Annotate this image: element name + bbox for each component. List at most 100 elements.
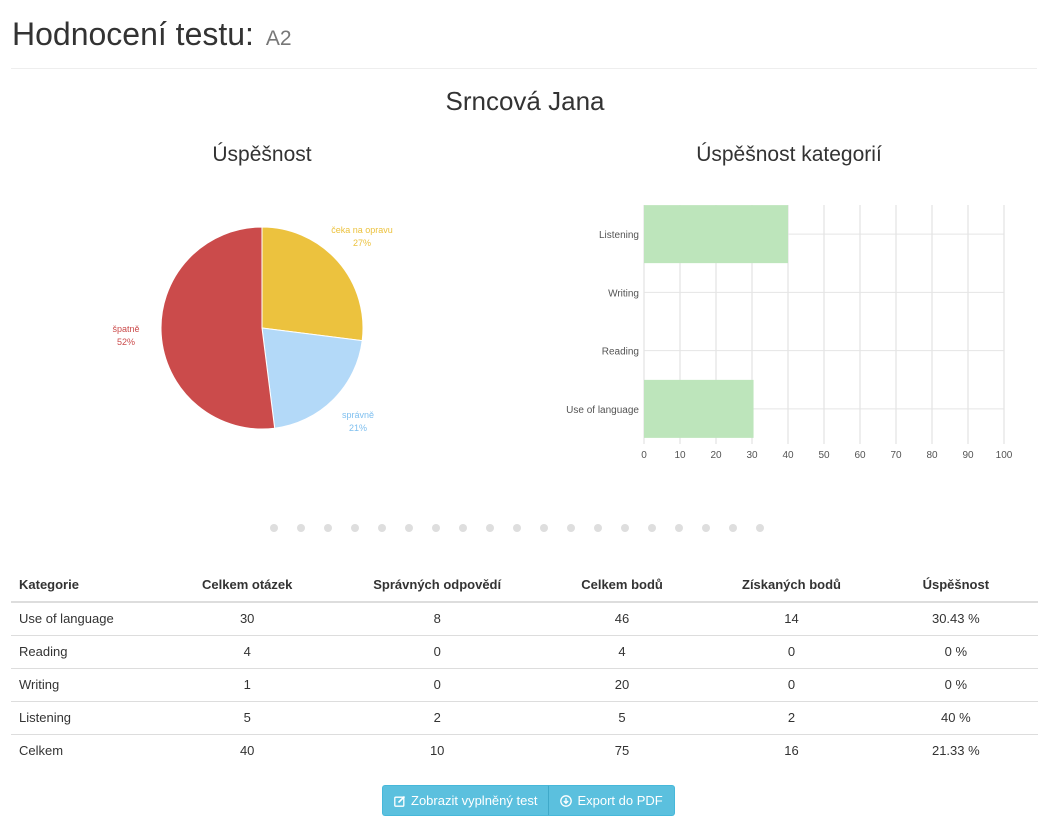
table-row: Celkem 40 10 75 16 21.33 % xyxy=(11,733,1038,767)
pagination-dot[interactable] xyxy=(405,524,413,532)
pagination-dot[interactable] xyxy=(648,524,656,532)
pie-value-label-2: 52% xyxy=(117,337,135,347)
table-cell: 20 xyxy=(534,667,710,701)
show-filled-test-button[interactable]: Zobrazit vyplněný test xyxy=(382,785,550,816)
pagination-dot[interactable] xyxy=(513,524,521,532)
x-tick-label: 0 xyxy=(641,450,647,461)
pagination-dot[interactable] xyxy=(756,524,764,532)
table-cell: Use of language xyxy=(11,601,155,635)
x-tick-label: 20 xyxy=(710,450,722,461)
table-cell: 14 xyxy=(709,601,874,635)
table-cell: 0 xyxy=(339,667,535,701)
pie-value-label-1: 21% xyxy=(349,423,367,433)
pagination-dot[interactable] xyxy=(567,524,575,532)
test-name: A2 xyxy=(265,27,292,50)
pie-slice-0 xyxy=(261,226,364,342)
table-cell: 4 xyxy=(534,634,710,668)
table-cell: 2 xyxy=(709,700,874,734)
pagination-dot[interactable] xyxy=(594,524,602,532)
pagination-dot[interactable] xyxy=(729,524,737,532)
category-label: Listening xyxy=(599,230,639,241)
pie-chart: čeka na opravu 27% správně 21% špatně 52% xyxy=(112,225,393,433)
x-tick-label: 30 xyxy=(746,450,758,461)
category-label: Use of language xyxy=(566,405,639,416)
category-label: Writing xyxy=(608,288,639,299)
edit-icon xyxy=(394,795,406,807)
x-tick-label: 10 xyxy=(674,450,686,461)
x-tick-label: 60 xyxy=(854,450,866,461)
table-cell: 4 xyxy=(154,634,340,668)
page-title: Hodnocení testu: A2 xyxy=(12,16,292,53)
pagination-dot[interactable] xyxy=(486,524,494,532)
pie-slice-1 xyxy=(261,327,363,429)
page-title-text: Hodnocení testu: xyxy=(12,16,254,52)
table-cell: Writing xyxy=(11,667,155,701)
x-tick-label: 90 xyxy=(962,450,974,461)
table-cell: 0 xyxy=(709,667,874,701)
table-cell: 0 % xyxy=(873,634,1038,668)
table-cell: 75 xyxy=(534,733,710,767)
category-bar-chart: 0 10 20 30 40 50 60 70 80 90 100 Listening Writing Re… xyxy=(566,205,1013,461)
table-cell: Listening xyxy=(11,700,155,734)
pagination-dot[interactable] xyxy=(459,524,467,532)
table-cell: 46 xyxy=(534,601,710,635)
column-header: Kategorie xyxy=(11,568,155,603)
table-cell: Reading xyxy=(11,634,155,668)
pagination-dot[interactable] xyxy=(621,524,629,532)
carousel-pagination xyxy=(0,524,1050,532)
export-pdf-label: Export do PDF xyxy=(577,793,663,808)
table-cell: 5 xyxy=(154,700,340,734)
bar-0 xyxy=(644,205,788,264)
column-header: Celkem otázek xyxy=(154,568,340,603)
pagination-dot[interactable] xyxy=(378,524,386,532)
bar-chart-title: Úspěšnost kategorií xyxy=(696,143,882,166)
table-row: Use of language 30 8 46 14 30.43 % xyxy=(11,601,1038,635)
pie-label-0: čeka na opravu xyxy=(331,225,393,235)
table-cell: 2 xyxy=(339,700,535,734)
pagination-dot[interactable] xyxy=(540,524,548,532)
x-tick-label: 80 xyxy=(926,450,938,461)
table-cell: 0 xyxy=(709,634,874,668)
table-cell: 1 xyxy=(154,667,340,701)
table-row: Writing 1 0 20 0 0 % xyxy=(11,667,1038,701)
table-cell: 16 xyxy=(709,733,874,767)
pie-label-2: špatně xyxy=(112,324,139,334)
show-filled-test-label: Zobrazit vyplněný test xyxy=(411,793,538,808)
table-header-row: Kategorie Celkem otázek Správných odpovědí… xyxy=(11,568,1038,603)
pagination-dot[interactable] xyxy=(297,524,305,532)
student-name: Srncová Jana xyxy=(445,86,605,116)
pie-value-label-0: 27% xyxy=(353,238,371,248)
column-header: Úspěšnost xyxy=(873,568,1038,603)
table-cell: 0 % xyxy=(873,667,1038,701)
results-table: Kategorie Celkem otázek Správných odpovědí… xyxy=(11,568,1038,767)
x-tick-label: 70 xyxy=(890,450,902,461)
action-button-group: Zobrazit vyplněný test Export do PDF xyxy=(382,785,675,816)
page-header: Hodnocení testu: A2 xyxy=(11,0,1037,69)
table-cell: 0 xyxy=(339,634,535,668)
table-cell: 8 xyxy=(339,601,535,635)
download-circle-icon xyxy=(560,794,573,807)
table-cell: 40 % xyxy=(873,700,1038,734)
pie-chart-title: Úspěšnost xyxy=(212,143,312,166)
x-tick-label: 40 xyxy=(782,450,794,461)
pagination-dot[interactable] xyxy=(702,524,710,532)
table-cell: 40 xyxy=(154,733,340,767)
table-cell: 10 xyxy=(339,733,535,767)
pagination-dot[interactable] xyxy=(351,524,359,532)
bar-3 xyxy=(644,379,754,438)
pie-slice-2 xyxy=(160,226,276,430)
pagination-dot[interactable] xyxy=(675,524,683,532)
pie-label-1: správně xyxy=(342,410,374,420)
table-cell: 30.43 % xyxy=(873,601,1038,635)
pagination-dot[interactable] xyxy=(324,524,332,532)
export-pdf-button[interactable]: Export do PDF xyxy=(549,785,675,816)
table-cell: 5 xyxy=(534,700,710,734)
pagination-dot[interactable] xyxy=(432,524,440,532)
column-header: Celkem bodů xyxy=(534,568,710,603)
pagination-dot[interactable] xyxy=(270,524,278,532)
column-header: Správných odpovědí xyxy=(339,568,535,603)
x-tick-label: 50 xyxy=(818,450,830,461)
column-header: Získaných bodů xyxy=(709,568,874,603)
table-row: Reading 4 0 4 0 0 % xyxy=(11,634,1038,668)
table-cell: 30 xyxy=(154,601,340,635)
